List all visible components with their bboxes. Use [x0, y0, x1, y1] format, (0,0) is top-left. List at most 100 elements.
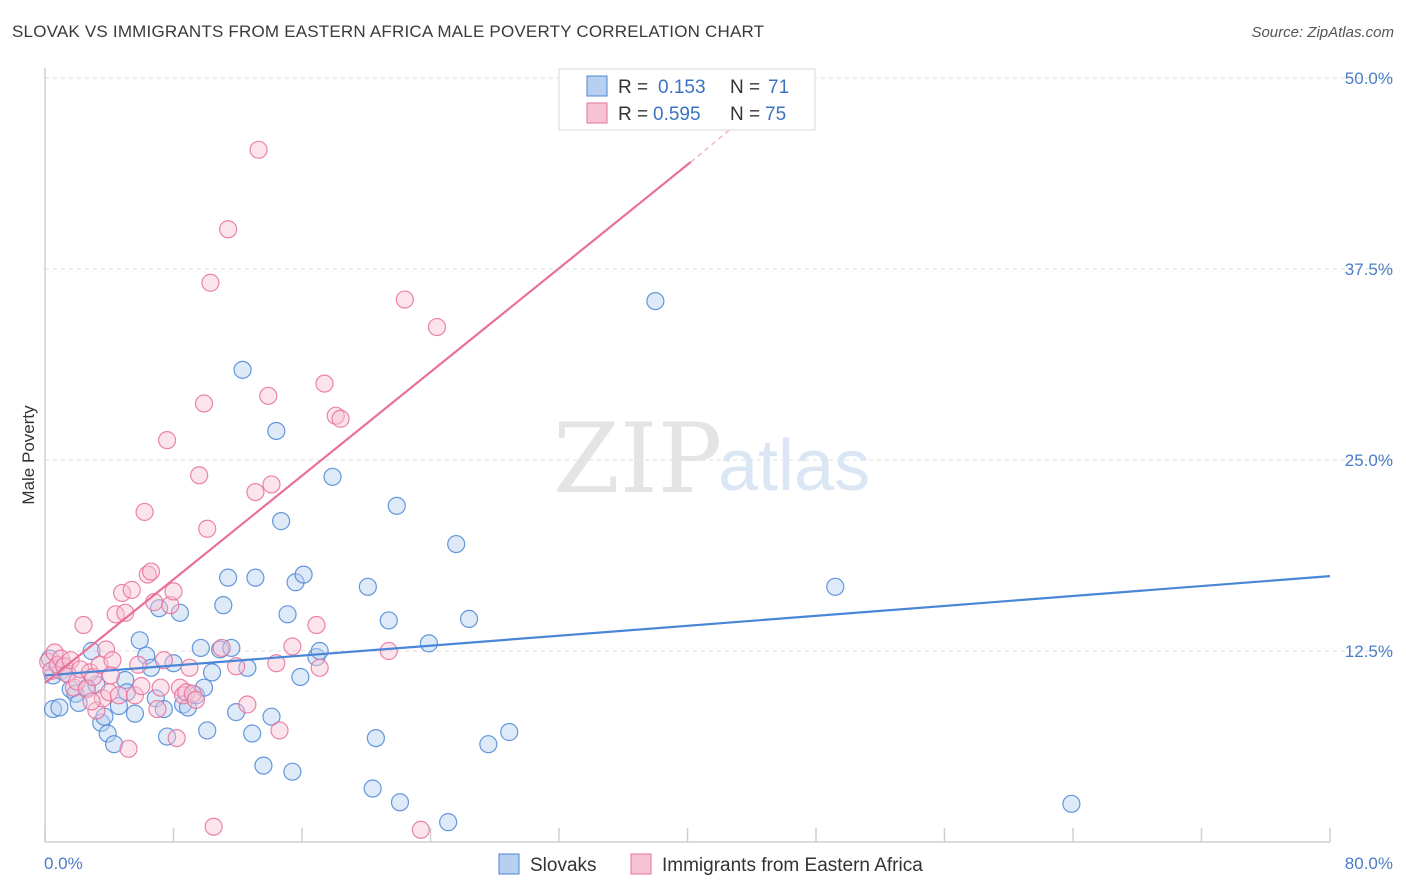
eastern-africa-point: [135, 502, 154, 522]
y-tick-label: 37.5%: [1345, 260, 1393, 279]
eastern-africa-point: [103, 651, 122, 670]
legend-r-label-2: R =: [618, 104, 648, 125]
legend-n-value-2: 75: [765, 104, 786, 125]
eastern-africa-point: [395, 290, 414, 309]
eastern-africa-point: [154, 651, 173, 670]
slovaks-point: [387, 496, 406, 515]
eastern-africa-point: [238, 695, 257, 714]
eastern-africa-point: [198, 519, 217, 538]
eastern-africa-point: [411, 820, 430, 839]
bottom-legend-swatch-eastern-africa: [630, 853, 652, 875]
y-tick-label: 50.0%: [1345, 69, 1393, 88]
eastern-africa-point: [186, 690, 206, 709]
legend-swatch-slovaks: [586, 75, 608, 97]
eastern-africa-point: [259, 386, 278, 405]
bottom-legend-slovaks: Slovaks: [530, 855, 597, 876]
slovaks-point: [246, 568, 265, 587]
slovaks-point: [50, 698, 69, 717]
eastern-africa-point: [82, 692, 101, 711]
eastern-africa-point: [219, 220, 238, 239]
slovaks-point: [363, 779, 382, 798]
eastern-africa-point: [167, 728, 186, 748]
eastern-africa-point: [194, 394, 214, 413]
legend-r-value-2: 0.595: [653, 104, 701, 125]
eastern-africa-point: [106, 605, 125, 624]
eastern-africa-point: [427, 317, 447, 337]
eastern-africa-point: [201, 273, 220, 292]
watermark-atlas: atlas: [718, 426, 870, 506]
legend-n-label-2: N =: [730, 104, 760, 125]
eastern-africa-point: [262, 475, 281, 494]
eastern-africa-trend-line: [44, 161, 692, 684]
y-tick-label: 12.5%: [1345, 642, 1393, 661]
bottom-legend-eastern-africa: Immigrants from Eastern Africa: [662, 855, 923, 876]
eastern-africa-point: [132, 677, 151, 696]
slovaks-point: [646, 291, 665, 311]
slovaks-point: [267, 421, 286, 441]
eastern-africa-point: [129, 655, 148, 674]
eastern-africa-point: [270, 721, 289, 740]
x-ticks: [44, 828, 1331, 842]
legend: R = 0.153 N = 71 R = 0.595 N = 75: [558, 68, 816, 131]
slovaks-point: [109, 696, 128, 716]
chart-source: Source: ZipAtlas.com: [1251, 24, 1394, 41]
slovaks-point: [479, 735, 498, 754]
slovaks-point: [358, 577, 377, 596]
eastern-africa-point: [379, 641, 398, 661]
slovaks-point: [98, 724, 117, 743]
bottom-legend: Slovaks Immigrants from Eastern Africa: [498, 853, 923, 876]
trend-lines: [44, 111, 1331, 684]
eastern-africa-point: [283, 637, 302, 656]
slovaks-point: [214, 596, 233, 615]
slovaks-point: [233, 360, 252, 379]
bottom-legend-swatch-slovaks: [498, 853, 520, 875]
slovaks-point: [254, 756, 273, 775]
watermark-zip: ZIP: [553, 403, 722, 515]
slovaks-point: [278, 605, 297, 624]
slovaks-point: [439, 813, 458, 832]
slovaks-point: [202, 663, 222, 682]
eastern-africa-points: [39, 79, 601, 839]
legend-n-value-1: 71: [768, 77, 789, 98]
slovaks-point: [447, 534, 466, 554]
eastern-africa-point: [212, 638, 231, 658]
eastern-africa-point: [310, 658, 329, 677]
eastern-africa-point: [331, 409, 350, 428]
legend-n-label-1: N =: [730, 77, 760, 98]
eastern-africa-point: [148, 699, 167, 719]
slovaks-point: [1062, 794, 1081, 813]
eastern-africa-point: [125, 686, 145, 705]
eastern-africa-point: [151, 678, 170, 697]
slovaks-point: [294, 565, 313, 584]
eastern-africa-point: [157, 431, 177, 450]
eastern-africa-point: [204, 817, 223, 836]
eastern-africa-point: [138, 565, 157, 584]
slovaks-point: [310, 641, 329, 661]
slovaks-point: [272, 512, 291, 531]
eastern-africa-point: [141, 562, 161, 581]
slovaks-point: [125, 704, 145, 723]
slovaks-point: [104, 735, 124, 754]
slovaks-point: [826, 577, 845, 596]
eastern-africa-point: [249, 140, 268, 159]
gridlines: [45, 77, 1393, 652]
eastern-africa-point: [161, 596, 180, 615]
eastern-africa-point: [109, 686, 128, 705]
slovaks-point: [170, 603, 190, 622]
slovaks-point: [243, 724, 262, 743]
x-tick-label-min: 0.0%: [44, 854, 83, 873]
eastern-africa-point: [190, 466, 209, 485]
eastern-africa-point: [74, 615, 93, 635]
eastern-africa-point: [164, 582, 183, 601]
slovaks-point: [198, 721, 217, 740]
y-axis-title: Male Poverty: [19, 405, 38, 505]
eastern-africa-point: [246, 482, 265, 502]
slovaks-point: [262, 707, 281, 726]
slovaks-point: [323, 467, 342, 486]
eastern-africa-point: [180, 658, 199, 677]
slovaks-point: [291, 667, 310, 687]
eastern-africa-point: [96, 640, 116, 659]
slovaks-point: [379, 611, 398, 630]
x-tick-label-max: 80.0%: [1345, 854, 1393, 873]
